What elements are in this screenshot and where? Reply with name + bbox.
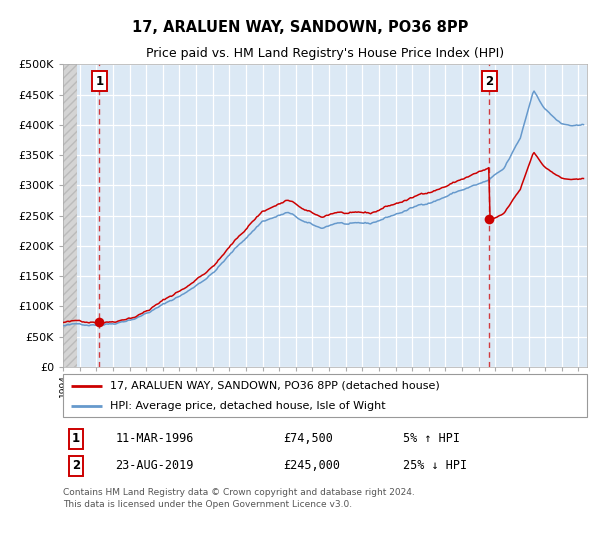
Bar bbox=[63, 64, 77, 367]
Text: Contains HM Land Registry data © Crown copyright and database right 2024.
This d: Contains HM Land Registry data © Crown c… bbox=[63, 488, 415, 509]
Text: HPI: Average price, detached house, Isle of Wight: HPI: Average price, detached house, Isle… bbox=[110, 400, 386, 410]
Text: 25% ↓ HPI: 25% ↓ HPI bbox=[403, 459, 467, 472]
Text: 17, ARALUEN WAY, SANDOWN, PO36 8PP (detached house): 17, ARALUEN WAY, SANDOWN, PO36 8PP (deta… bbox=[110, 381, 440, 391]
Text: 2: 2 bbox=[485, 74, 493, 87]
Text: 11-MAR-1996: 11-MAR-1996 bbox=[115, 432, 194, 445]
Text: 1: 1 bbox=[95, 74, 103, 87]
Title: Price paid vs. HM Land Registry's House Price Index (HPI): Price paid vs. HM Land Registry's House … bbox=[146, 48, 504, 60]
Text: 2: 2 bbox=[72, 459, 80, 472]
Text: 1: 1 bbox=[72, 432, 80, 445]
Text: 5% ↑ HPI: 5% ↑ HPI bbox=[403, 432, 460, 445]
Text: £74,500: £74,500 bbox=[283, 432, 333, 445]
FancyBboxPatch shape bbox=[63, 374, 587, 417]
Text: 23-AUG-2019: 23-AUG-2019 bbox=[115, 459, 194, 472]
Text: 17, ARALUEN WAY, SANDOWN, PO36 8PP: 17, ARALUEN WAY, SANDOWN, PO36 8PP bbox=[132, 20, 468, 35]
Text: £245,000: £245,000 bbox=[283, 459, 340, 472]
